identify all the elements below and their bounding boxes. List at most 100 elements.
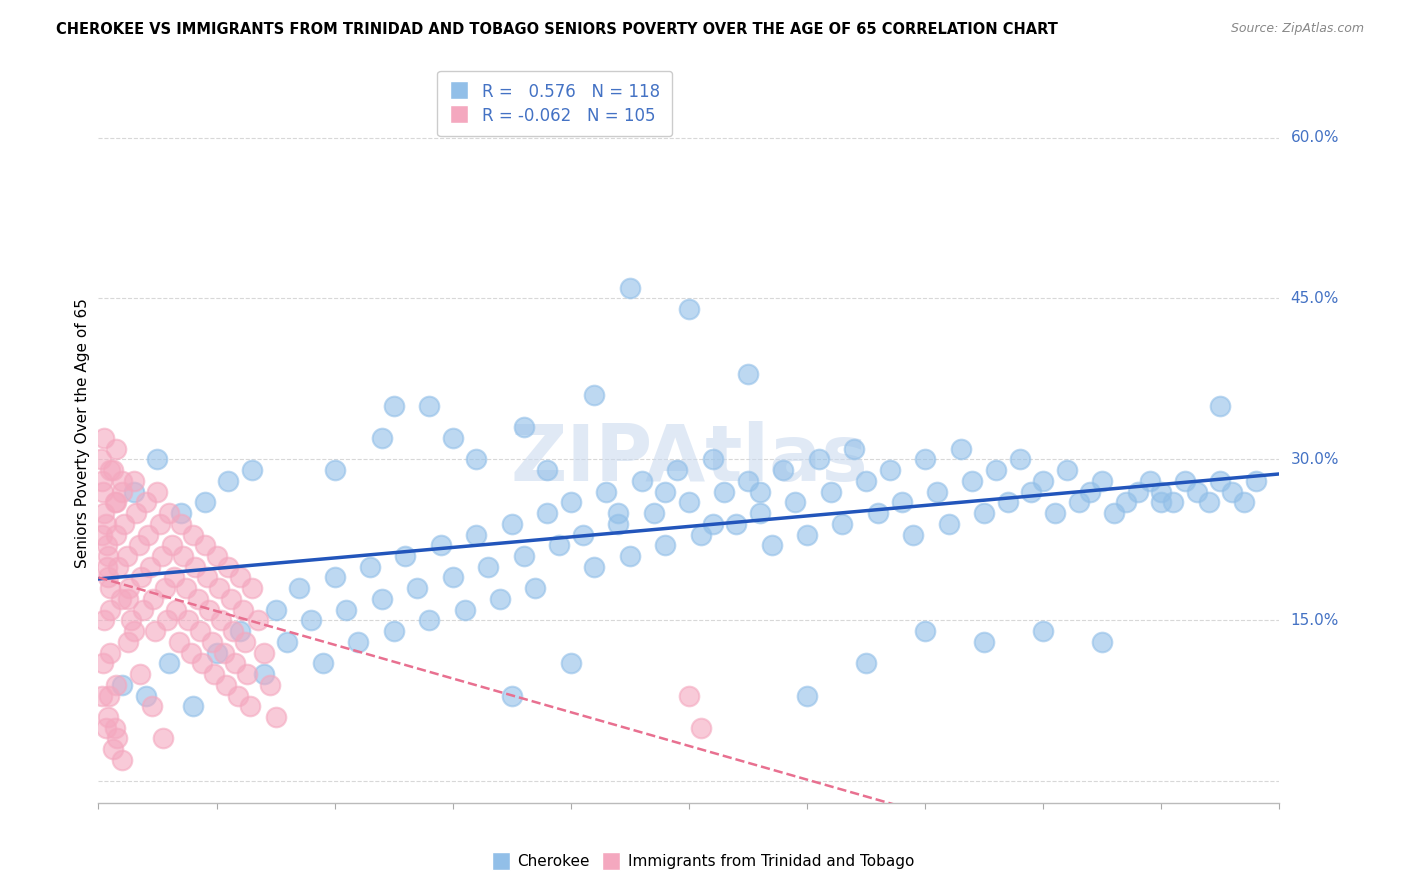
Point <box>181 699 204 714</box>
Point <box>231 602 253 616</box>
Point <box>973 635 995 649</box>
Point <box>879 463 901 477</box>
Point <box>117 635 139 649</box>
Point <box>418 614 440 628</box>
Point <box>111 474 134 488</box>
Point <box>1021 484 1043 499</box>
Point <box>112 516 135 531</box>
Point <box>167 635 190 649</box>
Point <box>264 602 287 616</box>
Point <box>973 506 995 520</box>
Point <box>619 281 641 295</box>
Point <box>737 367 759 381</box>
Point <box>925 484 948 499</box>
Point <box>1126 484 1149 499</box>
Point <box>222 624 245 639</box>
Point <box>394 549 416 563</box>
Point <box>181 527 204 541</box>
Point <box>91 657 114 671</box>
Point <box>512 420 534 434</box>
Point <box>465 527 488 541</box>
Point <box>195 570 218 584</box>
Point <box>96 538 118 552</box>
Point <box>844 442 866 456</box>
Point <box>914 452 936 467</box>
Point <box>1209 474 1232 488</box>
Point <box>796 689 818 703</box>
Point <box>229 570 252 584</box>
Point <box>453 602 475 616</box>
Point <box>156 614 179 628</box>
Point <box>177 614 200 628</box>
Point <box>149 516 172 531</box>
Point <box>312 657 335 671</box>
Point <box>240 581 263 595</box>
Point <box>713 484 735 499</box>
Point <box>382 399 405 413</box>
Point <box>654 538 676 552</box>
Point <box>607 516 630 531</box>
Point <box>666 463 689 477</box>
Point <box>560 495 582 509</box>
Point <box>209 614 232 628</box>
Point <box>962 474 984 488</box>
Point <box>477 559 499 574</box>
Point <box>1115 495 1137 509</box>
Point <box>135 495 157 509</box>
Point <box>205 646 228 660</box>
Point <box>98 646 121 660</box>
Point <box>524 581 547 595</box>
Point <box>489 591 512 606</box>
Point <box>748 506 770 520</box>
Point <box>128 538 150 552</box>
Point <box>107 559 129 574</box>
Point <box>105 527 128 541</box>
Point <box>217 559 239 574</box>
Point <box>139 559 162 574</box>
Point <box>170 516 193 531</box>
Point <box>1080 484 1102 499</box>
Point <box>689 527 711 541</box>
Point <box>239 699 262 714</box>
Point <box>146 452 169 467</box>
Point <box>201 635 224 649</box>
Point <box>772 463 794 477</box>
Point <box>595 484 617 499</box>
Point <box>233 635 256 649</box>
Point <box>382 624 405 639</box>
Point <box>117 591 139 606</box>
Point <box>807 452 830 467</box>
Point <box>643 506 665 520</box>
Point <box>111 484 134 499</box>
Point <box>1102 506 1125 520</box>
Point <box>132 602 155 616</box>
Point <box>785 495 807 509</box>
Point <box>1150 495 1173 509</box>
Point <box>678 302 700 317</box>
Point <box>855 657 877 671</box>
Point <box>194 538 217 552</box>
Point <box>702 516 724 531</box>
Point <box>122 484 145 499</box>
Point <box>121 614 143 628</box>
Point <box>371 431 394 445</box>
Point <box>240 463 263 477</box>
Point <box>157 657 180 671</box>
Point <box>949 442 972 456</box>
Point <box>91 474 114 488</box>
Point <box>501 689 523 703</box>
Point <box>406 581 429 595</box>
Point <box>984 463 1007 477</box>
Point <box>548 538 571 552</box>
Point <box>125 506 148 520</box>
Point <box>212 646 235 660</box>
Point <box>91 689 114 703</box>
Point <box>224 657 246 671</box>
Point <box>98 581 121 595</box>
Point <box>1032 624 1054 639</box>
Point <box>104 495 127 509</box>
Point <box>1091 474 1114 488</box>
Point <box>236 667 259 681</box>
Point <box>219 591 242 606</box>
Point <box>938 516 960 531</box>
